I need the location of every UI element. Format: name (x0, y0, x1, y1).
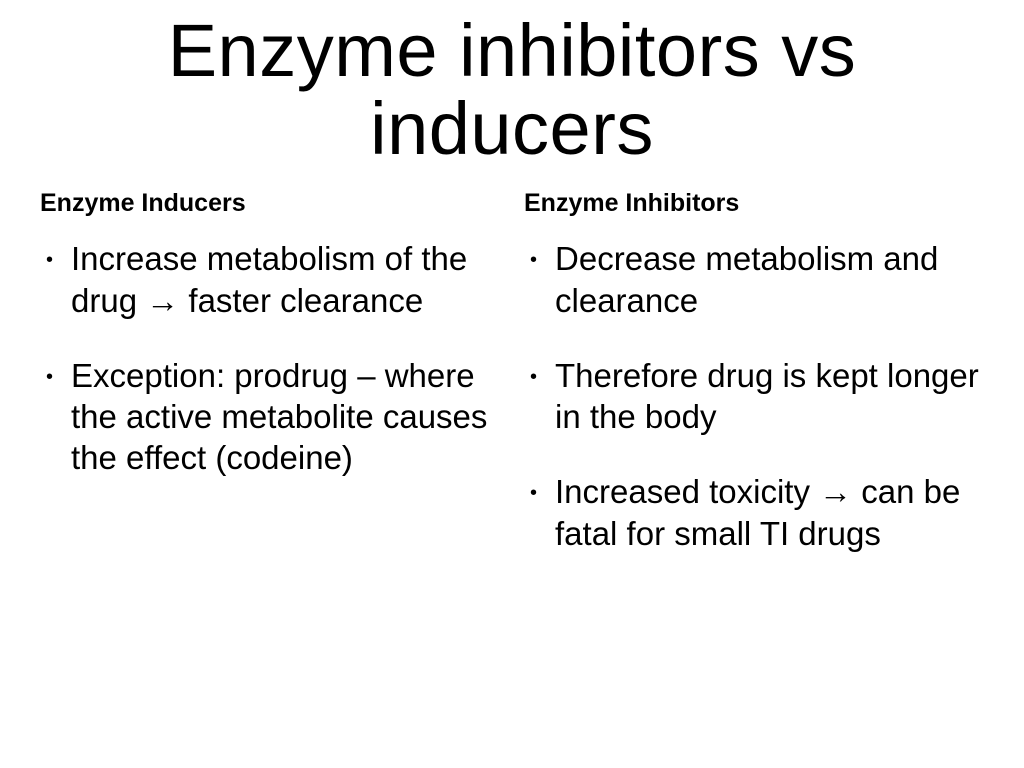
list-item: • Therefore drug is kept longer in the b… (524, 355, 984, 438)
right-bullet-list: • Decrease metabolism and clearance • Th… (524, 238, 984, 554)
bullet-icon: • (530, 361, 537, 394)
bullet-icon: • (46, 244, 53, 277)
list-item: • Decrease metabolism and clearance (524, 238, 984, 321)
list-item-text: Therefore drug is kept longer in the bod… (555, 355, 984, 438)
bullet-icon: • (46, 361, 53, 394)
list-item: • Increased toxicity → can be fatal for … (524, 471, 984, 554)
slide-title: Enzyme inhibitors vs inducers (40, 12, 984, 167)
right-column: Enzyme Inhibitors • Decrease metabolism … (524, 189, 984, 588)
list-item-text: Increase metabolism of the drug → faster… (71, 238, 500, 321)
left-heading: Enzyme Inducers (40, 189, 500, 218)
list-item-text: Exception: prodrug – where the active me… (71, 355, 500, 479)
left-column: Enzyme Inducers • Increase metabolism of… (40, 189, 500, 588)
list-item: • Increase metabolism of the drug → fast… (40, 238, 500, 321)
list-item-text: Decrease metabolism and clearance (555, 238, 984, 321)
list-item-text: Increased toxicity → can be fatal for sm… (555, 471, 984, 554)
right-heading: Enzyme Inhibitors (524, 189, 984, 218)
left-bullet-list: • Increase metabolism of the drug → fast… (40, 238, 500, 478)
bullet-icon: • (530, 477, 537, 510)
slide: Enzyme inhibitors vs inducers Enzyme Ind… (0, 0, 1024, 768)
bullet-icon: • (530, 244, 537, 277)
columns-wrapper: Enzyme Inducers • Increase metabolism of… (40, 189, 984, 588)
list-item: • Exception: prodrug – where the active … (40, 355, 500, 479)
